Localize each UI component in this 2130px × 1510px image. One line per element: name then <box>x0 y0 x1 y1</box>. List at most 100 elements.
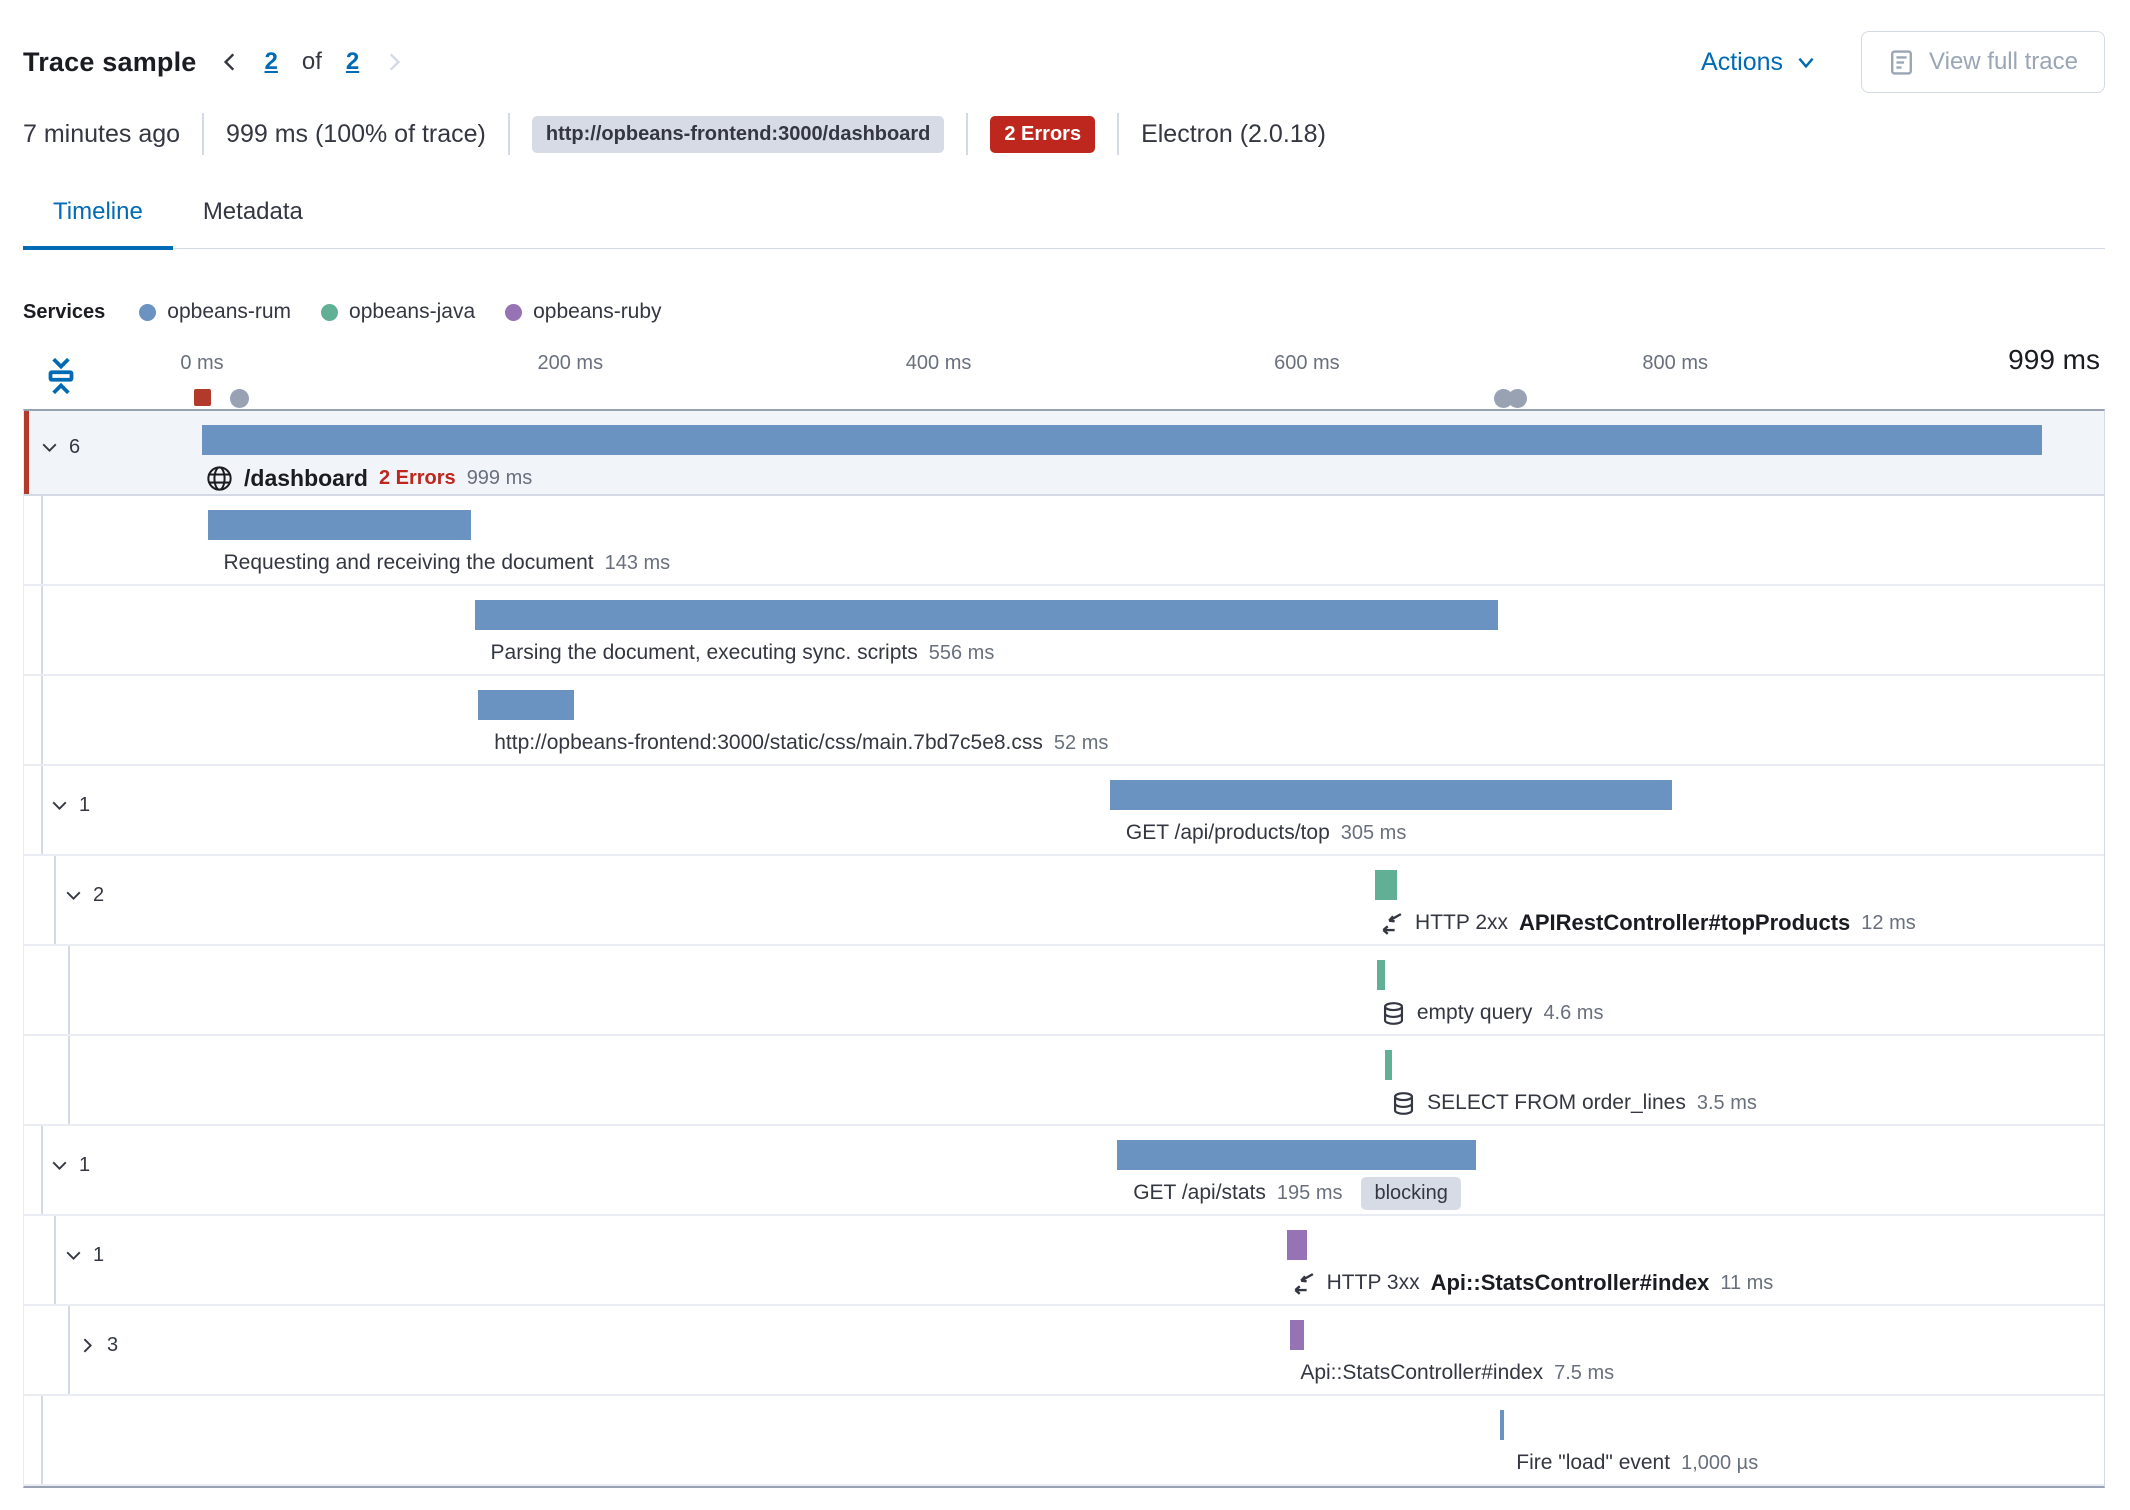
span-duration-label: 305 ms <box>1340 821 1407 844</box>
database-icon <box>1391 1091 1416 1116</box>
services-legend: Services opbeans-rum opbeans-java opbeans-… <box>23 300 662 324</box>
span-bar[interactable] <box>1290 1320 1305 1350</box>
axis-tick-label: 600 ms <box>1274 352 1340 374</box>
span-label[interactable]: Fire "load" event 1,000 µs <box>1516 1446 1758 1480</box>
prev-trace-icon[interactable] <box>219 51 241 73</box>
summary-divider <box>966 113 969 155</box>
trace-url-badge: http://opbeans-frontend:3000/dashboard <box>531 115 945 153</box>
tree-indent-guide <box>41 496 43 584</box>
span-bar[interactable] <box>207 510 471 540</box>
tree-indent-guide <box>54 856 56 944</box>
actions-menu-button[interactable]: Actions <box>1701 48 1817 77</box>
legend-item-opbeans-rum: opbeans-rum <box>139 300 291 324</box>
agent-marker-dot[interactable] <box>230 389 250 408</box>
span-label[interactable]: Requesting and receiving the document 143… <box>224 546 671 580</box>
waterfall-row: 6/dashboard 2 Errors 999 ms <box>24 411 2104 496</box>
tab-metadata[interactable]: Metadata <box>202 198 303 225</box>
span-label[interactable]: HTTP 3xx Api::StatsController#index 11 ms <box>1291 1266 1773 1300</box>
legend-dot <box>139 303 157 321</box>
span-name: SELECT FROM order_lines <box>1427 1091 1686 1114</box>
span-label[interactable]: /dashboard 2 Errors 999 ms <box>206 461 532 495</box>
agent-marker-dot[interactable] <box>1508 389 1528 408</box>
collapse-children-toggle[interactable]: 1 <box>49 794 90 817</box>
span-label[interactable]: empty query 4.6 ms <box>1381 996 1604 1030</box>
tree-indent-guide <box>68 946 70 1034</box>
expand-children-toggle[interactable]: 3 <box>77 1334 118 1357</box>
waterfall-row: 1 GET /api/stats 195 ms blocking <box>24 1126 2104 1216</box>
span-name: Api::StatsController#index <box>1300 1361 1544 1384</box>
current-trace-link[interactable]: 2 <box>264 48 278 75</box>
span-duration-label: 195 ms <box>1276 1181 1343 1204</box>
span-bar[interactable] <box>1375 870 1398 900</box>
span-name: Api::StatsController#index <box>1430 1270 1710 1295</box>
span-bar[interactable] <box>1385 1050 1392 1080</box>
span-bar[interactable] <box>1500 1410 1505 1440</box>
collapse-children-toggle[interactable]: 1 <box>49 1154 90 1177</box>
axis-tick-label: 0 ms <box>180 352 224 374</box>
span-label[interactable]: http://opbeans-frontend:3000/static/css/… <box>494 726 1108 760</box>
span-bar[interactable] <box>202 425 2042 455</box>
summary-divider <box>507 113 510 155</box>
span-name: empty query <box>1416 1001 1533 1024</box>
axis-total-duration-label: 999 ms <box>2008 344 2100 375</box>
span-bar[interactable] <box>1109 780 1672 810</box>
collapse-children-toggle[interactable]: 1 <box>63 1244 104 1267</box>
page-title: Trace sample <box>23 46 197 77</box>
summary-divider <box>202 113 205 155</box>
actions-label: Actions <box>1701 47 1784 76</box>
merge-icon <box>1379 911 1404 936</box>
error-row-indicator <box>24 411 29 494</box>
legend-label: opbeans-rum <box>167 300 292 323</box>
tab-timeline[interactable]: Timeline <box>23 192 173 250</box>
axis-tick-label: 800 ms <box>1642 352 1708 374</box>
span-label[interactable]: Api::StatsController#index 7.5 ms <box>1300 1356 1614 1390</box>
child-count-label: 2 <box>93 884 105 906</box>
agent-marker-dot[interactable] <box>1493 389 1513 408</box>
tree-indent-guide <box>68 1036 70 1124</box>
trace-pager: 2 of 2 <box>219 48 406 76</box>
legend-dot <box>505 303 523 321</box>
span-name: Requesting and receiving the document <box>223 551 594 574</box>
legend-item-opbeans-ruby: opbeans-ruby <box>505 300 662 324</box>
child-count-label: 3 <box>107 1334 119 1356</box>
span-duration-label: 12 ms <box>1861 911 1916 934</box>
tree-indent-guide <box>41 1396 43 1484</box>
waterfall-row: SELECT FROM order_lines 3.5 ms <box>24 1036 2104 1126</box>
span-name: http://opbeans-frontend:3000/static/css/… <box>494 731 1043 754</box>
next-trace-icon[interactable] <box>383 51 405 73</box>
span-label[interactable]: GET /api/products/top 305 ms <box>1126 816 1406 850</box>
services-legend-title: Services <box>23 300 106 323</box>
waterfall-row: empty query 4.6 ms <box>24 946 2104 1036</box>
span-bar[interactable] <box>1376 960 1386 990</box>
child-count-label: 1 <box>79 1154 91 1176</box>
span-bar[interactable] <box>1117 1140 1477 1170</box>
globe-icon <box>206 465 233 492</box>
blocking-badge: blocking <box>1361 1176 1461 1210</box>
error-marker[interactable] <box>193 389 211 406</box>
axis-tick-label: 400 ms <box>905 352 972 374</box>
trace-timestamp: 7 minutes ago <box>23 119 181 148</box>
child-count-label: 6 <box>69 436 81 458</box>
span-label[interactable]: SELECT FROM order_lines 3.5 ms <box>1391 1086 1757 1120</box>
user-agent-label: Electron (2.0.18) <box>1141 119 1326 148</box>
total-trace-link[interactable]: 2 <box>345 48 360 75</box>
legend-dot <box>321 303 339 321</box>
tree-indent-guide <box>41 766 43 854</box>
waterfall-row: 1 GET /api/products/top 305 ms <box>24 766 2104 856</box>
summary-divider <box>1117 113 1120 155</box>
span-duration-label: 4.6 ms <box>1543 1001 1604 1024</box>
collapse-children-toggle[interactable]: 2 <box>63 884 104 907</box>
span-label[interactable]: GET /api/stats 195 ms blocking <box>1133 1176 1461 1210</box>
span-duration-label: 52 ms <box>1053 731 1109 754</box>
span-bar[interactable] <box>474 600 1499 630</box>
span-bar[interactable] <box>478 690 574 720</box>
view-full-trace-button[interactable]: View full trace <box>1861 31 2105 93</box>
waterfall-row: Fire "load" event 1,000 µs <box>24 1396 2104 1486</box>
collapse-children-toggle[interactable]: 6 <box>39 436 80 459</box>
trace-errors-badge[interactable]: 2 Errors <box>990 115 1096 153</box>
span-label[interactable]: HTTP 2xx APIRestController#topProducts 12 … <box>1379 906 1916 940</box>
span-label[interactable]: Parsing the document, executing sync. sc… <box>491 636 995 670</box>
span-bar[interactable] <box>1286 1230 1307 1260</box>
collapse-all-icon[interactable] <box>44 355 78 397</box>
child-count-label: 1 <box>93 1244 105 1266</box>
